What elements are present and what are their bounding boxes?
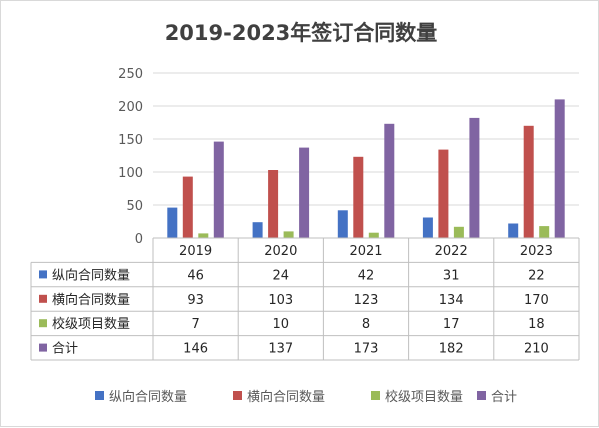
legend-label: 校级项目数量 bbox=[385, 389, 463, 405]
bar bbox=[539, 226, 550, 238]
bar bbox=[469, 117, 480, 238]
grid-lines bbox=[153, 72, 579, 206]
bar bbox=[268, 170, 279, 238]
y-tick-label: 0 bbox=[135, 232, 143, 247]
data-label: 170 bbox=[524, 293, 549, 308]
series-row-label: 纵向合同数量 bbox=[52, 267, 130, 283]
data-label: 137 bbox=[268, 342, 293, 357]
data-label: 18 bbox=[528, 317, 545, 332]
bar bbox=[252, 222, 263, 238]
data-label: 210 bbox=[524, 342, 549, 357]
y-tick-label: 50 bbox=[126, 199, 143, 214]
data-label: 93 bbox=[187, 293, 204, 308]
legend: 纵向合同数量 横向合同数量 校级项目数量 合计 bbox=[95, 389, 517, 405]
y-tick-label: 200 bbox=[118, 100, 143, 115]
bar bbox=[198, 233, 209, 238]
data-label: 134 bbox=[439, 293, 464, 308]
series-key-swatch bbox=[39, 270, 47, 279]
legend-label: 横向合同数量 bbox=[247, 389, 325, 405]
series-key-swatch bbox=[39, 294, 47, 303]
data-label: 46 bbox=[187, 268, 204, 283]
y-tick-label: 100 bbox=[118, 166, 143, 181]
category-label: 2020 bbox=[264, 244, 297, 259]
bar bbox=[353, 156, 364, 238]
y-axis: 0 50 100 150 200 250 bbox=[118, 67, 143, 247]
category-label: 2021 bbox=[349, 244, 382, 259]
series-row-label: 横向合同数量 bbox=[52, 292, 130, 308]
legend-swatch bbox=[371, 391, 380, 400]
bar bbox=[368, 232, 379, 238]
data-label: 182 bbox=[439, 342, 464, 357]
bar bbox=[213, 141, 224, 238]
bar bbox=[453, 226, 464, 238]
data-label: 22 bbox=[528, 268, 545, 283]
data-table: 2019 2020 2021 2022 2023 纵向合同数量 46 24 42 31 22 横向合同… bbox=[30, 237, 580, 361]
category-label: 2022 bbox=[435, 244, 468, 259]
data-label: 103 bbox=[268, 293, 293, 308]
y-tick-label: 250 bbox=[118, 67, 143, 82]
data-label: 42 bbox=[358, 268, 375, 283]
bar bbox=[554, 99, 565, 239]
category-label: 2019 bbox=[179, 244, 212, 259]
series-row-label: 校级项目数量 bbox=[52, 316, 130, 332]
data-label: 24 bbox=[273, 268, 290, 283]
data-label: 173 bbox=[354, 342, 379, 357]
legend-label: 纵向合同数量 bbox=[109, 389, 187, 405]
bar bbox=[422, 217, 433, 238]
series-row-label: 合计 bbox=[52, 342, 78, 357]
data-label: 7 bbox=[191, 317, 199, 332]
data-label: 123 bbox=[354, 293, 379, 308]
legend-swatch bbox=[233, 391, 242, 400]
bar bbox=[167, 207, 178, 238]
legend-swatch bbox=[95, 391, 104, 400]
series-key-swatch bbox=[39, 319, 47, 328]
bar bbox=[438, 149, 449, 238]
y-tick-label: 150 bbox=[118, 133, 143, 148]
bars bbox=[167, 99, 565, 239]
bar bbox=[508, 223, 519, 238]
bar bbox=[283, 231, 294, 238]
legend-swatch bbox=[477, 391, 486, 400]
bar bbox=[182, 176, 193, 238]
bar bbox=[384, 123, 395, 238]
data-label: 17 bbox=[443, 317, 460, 332]
series-key-swatch bbox=[39, 343, 47, 352]
data-label: 10 bbox=[273, 317, 290, 332]
data-label: 31 bbox=[443, 268, 460, 283]
category-label: 2023 bbox=[520, 244, 553, 259]
data-label: 8 bbox=[362, 317, 370, 332]
chart-title: 2019-2023年签订合同数量 bbox=[165, 21, 438, 45]
bar bbox=[299, 147, 310, 238]
data-label: 146 bbox=[183, 342, 208, 357]
bar bbox=[523, 125, 534, 238]
legend-label: 合计 bbox=[491, 390, 517, 405]
bar bbox=[337, 210, 348, 238]
